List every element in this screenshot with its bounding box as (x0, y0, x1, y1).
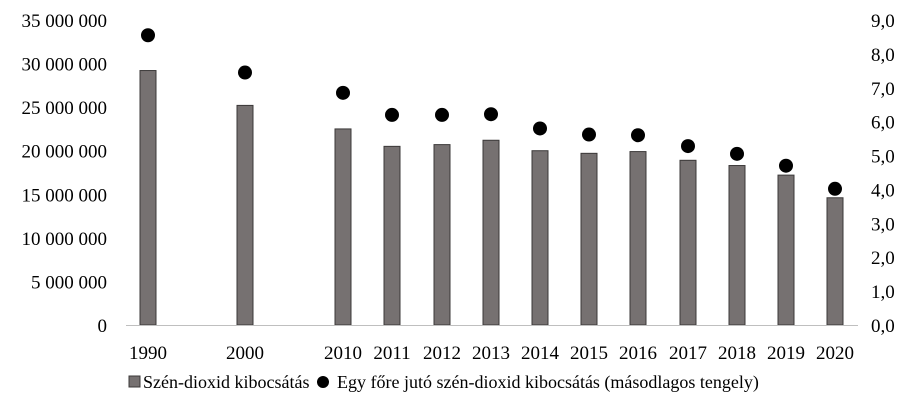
data-point (681, 139, 695, 154)
legend-swatch-bar (128, 375, 141, 388)
bar (728, 165, 746, 326)
category-labels: 1990 2000 2010 2011 2012 2013 2014 2015 2016 2017… (129, 343, 854, 364)
data-point (631, 128, 645, 143)
data-point (435, 107, 449, 122)
bar-series (139, 70, 844, 326)
data-point (484, 107, 498, 122)
bar (236, 104, 254, 326)
bar (629, 151, 647, 326)
secondary-tick-label: 6,0 (871, 113, 895, 134)
category-label: 2000 (226, 343, 264, 364)
primary-tick-label: 5 000 000 (31, 272, 107, 293)
data-point (238, 65, 252, 80)
category-label: 2016 (619, 343, 657, 364)
primary-tick-label: 35 000 000 (22, 11, 108, 32)
category-label: 2017 (669, 343, 707, 364)
primary-tick-label: 10 000 000 (22, 229, 108, 250)
data-point (779, 158, 793, 173)
secondary-tick-label: 9,0 (871, 11, 895, 32)
secondary-tick-label: 5,0 (871, 147, 895, 168)
data-point (828, 181, 842, 196)
secondary-tick-label: 1,0 (871, 282, 895, 303)
category-label: 2012 (423, 343, 461, 364)
primary-tick-label: 15 000 000 (22, 185, 108, 206)
bar (334, 128, 352, 326)
bar (531, 150, 549, 326)
secondary-tick-label: 8,0 (871, 45, 895, 66)
data-point (141, 28, 155, 43)
primary-tick-label: 30 000 000 (22, 55, 108, 76)
data-point (730, 146, 744, 161)
data-point (336, 85, 350, 100)
secondary-axis-ticks: 0,0 1,0 2,0 3,0 4,0 5,0 6,0 7,0 8,0 9,0 (871, 11, 895, 337)
category-label: 1990 (129, 343, 167, 364)
category-label: 2018 (718, 343, 756, 364)
primary-tick-label: 25 000 000 (22, 98, 108, 119)
secondary-tick-label: 4,0 (871, 180, 895, 201)
category-label: 2011 (373, 343, 410, 364)
legend-swatch-dot (317, 376, 329, 388)
primary-axis-ticks: 0 5 000 000 10 000 000 15 000 000 20 000 000… (22, 11, 108, 337)
bar (433, 144, 451, 326)
secondary-tick-label: 0,0 (871, 316, 895, 337)
bar (383, 145, 401, 326)
category-label: 2013 (472, 343, 510, 364)
bar (777, 174, 795, 326)
category-label: 2015 (570, 343, 608, 364)
data-point (582, 127, 596, 142)
data-point (533, 121, 547, 136)
category-label: 2020 (816, 343, 854, 364)
bar (679, 159, 697, 326)
secondary-tick-label: 3,0 (871, 214, 895, 235)
data-point (385, 107, 399, 122)
primary-tick-label: 0 (98, 316, 108, 337)
secondary-tick-label: 2,0 (871, 248, 895, 269)
legend-label-bar: Szén-dioxid kibocsátás (143, 372, 309, 392)
secondary-tick-label: 7,0 (871, 79, 895, 100)
bar (580, 152, 598, 326)
scatter-series (141, 28, 842, 196)
bar (139, 70, 157, 326)
category-label: 2014 (521, 343, 560, 364)
legend-label-dot: Egy főre jutó szén-dioxid kibocsátás (má… (337, 372, 759, 393)
bar (482, 139, 500, 326)
primary-tick-label: 20 000 000 (22, 142, 108, 163)
bar (826, 197, 844, 326)
category-label: 2019 (767, 343, 805, 364)
category-label: 2010 (324, 343, 362, 364)
legend: Szén-dioxid kibocsátás Egy főre jutó szé… (128, 372, 759, 393)
